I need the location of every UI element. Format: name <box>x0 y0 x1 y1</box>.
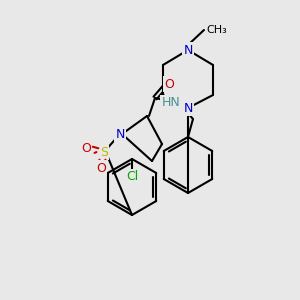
Text: N: N <box>183 101 193 115</box>
Text: O: O <box>164 77 174 91</box>
Text: Cl: Cl <box>126 170 138 184</box>
Text: S: S <box>100 146 108 158</box>
Text: CH₃: CH₃ <box>206 25 227 35</box>
Text: O: O <box>96 161 106 175</box>
Text: HN: HN <box>162 97 180 110</box>
Text: N: N <box>183 101 193 115</box>
Text: O: O <box>81 142 91 155</box>
Text: N: N <box>115 128 125 140</box>
Text: N: N <box>183 44 193 56</box>
